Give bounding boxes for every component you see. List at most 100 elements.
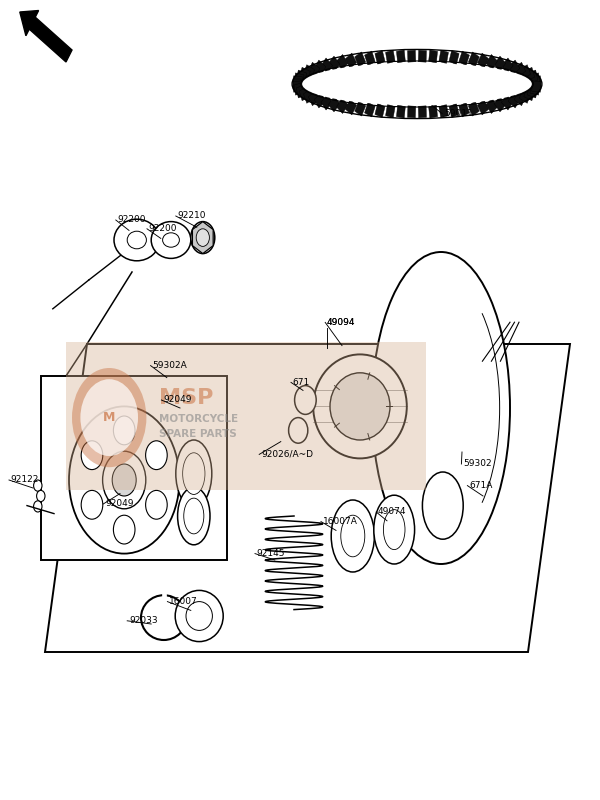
Polygon shape [314,60,326,75]
Polygon shape [449,103,459,118]
Polygon shape [299,87,310,101]
Polygon shape [328,56,340,72]
Polygon shape [514,62,526,77]
Text: 92049: 92049 [105,499,133,509]
FancyArrow shape [20,10,72,62]
Polygon shape [478,99,488,115]
Polygon shape [375,50,385,65]
Polygon shape [296,85,307,98]
Polygon shape [508,93,520,108]
Polygon shape [514,91,526,106]
Ellipse shape [302,63,532,105]
Ellipse shape [186,602,212,630]
Text: 49074: 49074 [378,507,407,517]
Polygon shape [428,50,437,63]
Polygon shape [328,96,340,112]
Circle shape [81,490,103,519]
Polygon shape [486,98,497,114]
Circle shape [34,501,42,512]
Text: 59302: 59302 [463,459,492,469]
Polygon shape [386,104,395,118]
Polygon shape [524,87,535,101]
Ellipse shape [321,74,513,94]
Polygon shape [524,67,535,81]
Polygon shape [527,70,538,83]
Text: 92210: 92210 [178,211,206,221]
Polygon shape [365,102,375,117]
Polygon shape [293,76,302,87]
Text: 16007A: 16007A [323,517,358,526]
Ellipse shape [151,222,191,258]
Ellipse shape [341,515,365,557]
Ellipse shape [313,354,407,458]
Circle shape [196,229,209,246]
Polygon shape [365,51,375,66]
Polygon shape [494,56,506,72]
Circle shape [81,441,103,470]
Text: 671A: 671A [469,481,493,490]
Circle shape [113,515,135,544]
Text: 59302A: 59302A [152,361,187,370]
Circle shape [112,464,136,496]
Polygon shape [459,102,469,117]
Circle shape [146,441,167,470]
Polygon shape [502,94,513,110]
Circle shape [103,451,146,509]
Ellipse shape [114,219,160,261]
Polygon shape [407,50,416,62]
Text: 49094: 49094 [327,318,355,327]
Circle shape [113,416,135,445]
Polygon shape [162,590,166,600]
Ellipse shape [175,590,223,642]
Polygon shape [337,98,348,114]
Polygon shape [418,50,427,62]
Polygon shape [293,81,302,92]
Polygon shape [418,106,427,118]
Bar [41,376,227,560]
Text: 92200: 92200 [118,215,146,225]
Polygon shape [375,103,385,118]
Ellipse shape [176,440,212,507]
Polygon shape [439,104,448,118]
Ellipse shape [127,231,146,249]
Polygon shape [346,53,356,69]
Polygon shape [293,79,301,89]
Polygon shape [294,73,304,85]
Polygon shape [527,85,538,98]
Polygon shape [508,60,520,75]
Text: 92033: 92033 [129,616,158,626]
Circle shape [80,379,138,456]
Polygon shape [520,89,530,103]
Text: 16007: 16007 [169,597,198,606]
Ellipse shape [178,487,210,545]
Ellipse shape [141,595,187,640]
Polygon shape [355,52,365,67]
Polygon shape [193,222,213,254]
Polygon shape [299,67,310,81]
Polygon shape [530,83,540,95]
Polygon shape [428,105,437,118]
Text: MOTORCYCLE: MOTORCYCLE [159,414,238,424]
Polygon shape [469,101,479,116]
Text: 49094: 49094 [327,318,355,327]
Polygon shape [439,50,448,64]
Circle shape [295,386,316,414]
Text: 92200: 92200 [149,224,178,234]
Polygon shape [532,81,541,92]
Polygon shape [304,65,314,79]
Polygon shape [314,93,326,108]
Ellipse shape [182,453,205,494]
Circle shape [34,480,42,491]
Polygon shape [469,52,479,67]
Polygon shape [533,79,541,89]
Text: MSP: MSP [159,388,214,408]
Polygon shape [321,58,332,74]
Polygon shape [337,54,348,70]
Polygon shape [532,76,541,87]
Polygon shape [386,50,395,64]
Ellipse shape [422,472,463,539]
Polygon shape [355,101,365,116]
Polygon shape [304,89,314,103]
Polygon shape [502,58,513,74]
Ellipse shape [184,498,204,534]
